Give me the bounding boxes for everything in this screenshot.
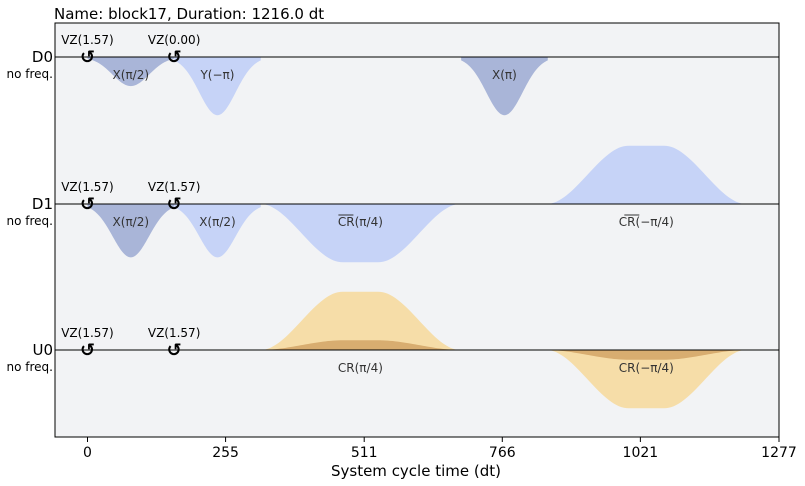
- pulse-d1-1: [174, 204, 261, 258]
- virtual-z-icon: ↺: [80, 47, 95, 68]
- pulse-d1-2: [260, 204, 461, 263]
- channel-freq: no freq.: [7, 360, 53, 374]
- pulse-label: X(π): [492, 68, 517, 82]
- pulse-d1-3: [546, 145, 746, 204]
- virtual-z-icon: ↺: [80, 340, 95, 361]
- pulse-label: CR(π/4): [338, 215, 383, 229]
- pulse-label: X(π/2): [113, 215, 150, 229]
- pulse-label: CR(−π/4): [619, 215, 674, 229]
- chart-title: Name: block17, Duration: 1216.0 dt: [54, 5, 324, 23]
- vz-label: VZ(1.57): [148, 180, 201, 194]
- pulse-u0-3: [546, 350, 746, 360]
- x-tick-label: 766: [489, 445, 516, 461]
- pulse-u0-1: [260, 340, 461, 350]
- pulse-label: X(π/2): [113, 68, 150, 82]
- channel-name: U0: [32, 341, 53, 359]
- pulse-u0-2: [546, 350, 746, 409]
- vz-label: VZ(1.57): [61, 33, 114, 47]
- channel-freq: no freq.: [7, 214, 53, 228]
- vz-label: VZ(1.57): [148, 326, 201, 340]
- pulse-d0-2: [461, 57, 548, 116]
- channel-name: D0: [32, 48, 53, 66]
- pulse-label: Y(−π): [199, 68, 234, 82]
- x-tick-label: 0: [83, 445, 92, 461]
- x-tick-label: 255: [212, 445, 239, 461]
- vz-label: VZ(1.57): [61, 326, 114, 340]
- x-axis-label: System cycle time (dt): [331, 462, 501, 480]
- x-tick-label: 1277: [761, 445, 797, 461]
- x-tick-label: 1021: [623, 445, 659, 461]
- channel-name: D1: [32, 195, 53, 213]
- pulse-d1-0: [87, 204, 175, 258]
- virtual-z-icon: ↺: [167, 47, 182, 68]
- vz-label: VZ(1.57): [61, 180, 114, 194]
- pulse-u0-0: [260, 291, 461, 350]
- channel-freq: no freq.: [7, 67, 53, 81]
- pulse-d0-1: [174, 57, 261, 116]
- pulse-label: X(π/2): [199, 215, 236, 229]
- pulse-label: CR(−π/4): [619, 361, 674, 375]
- x-tick-label: 511: [351, 445, 378, 461]
- virtual-z-icon: ↺: [167, 194, 182, 215]
- pulse-d0-0: [87, 57, 175, 87]
- virtual-z-icon: ↺: [80, 194, 95, 215]
- vz-label: VZ(0.00): [148, 33, 201, 47]
- virtual-z-icon: ↺: [167, 340, 182, 361]
- pulse-label: CR(π/4): [338, 361, 383, 375]
